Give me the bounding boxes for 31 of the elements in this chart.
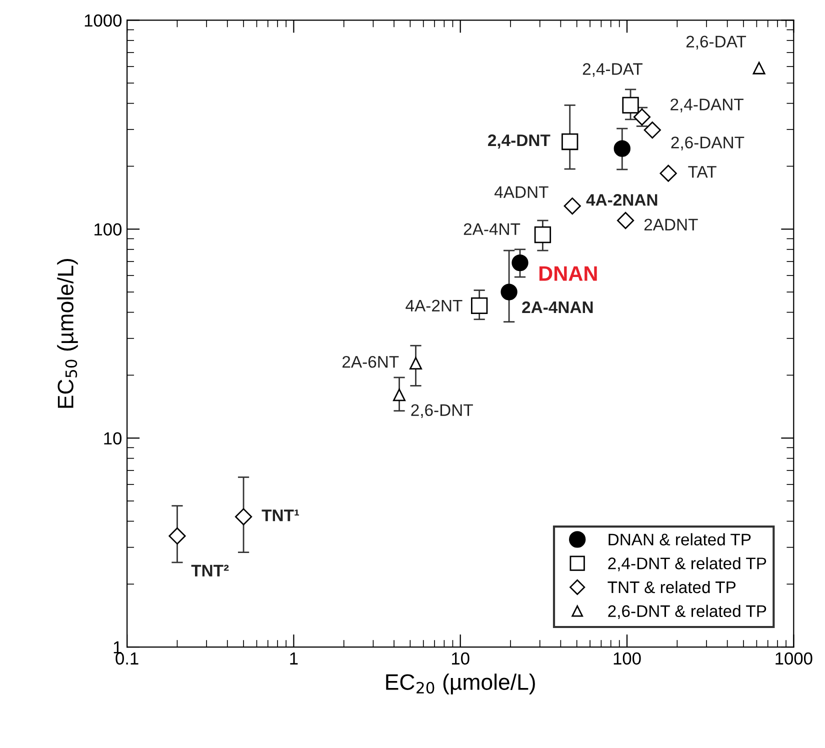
annotation: 2A-4NAN bbox=[522, 301, 593, 314]
x-axis-title: EC$_{20}$ (µmole/L) bbox=[386, 674, 535, 694]
annotation: 2,4-DAT bbox=[582, 63, 643, 77]
x-tick-label: 0.1 bbox=[116, 652, 138, 665]
y-axis-title: EC$_{50}$ (µmole/L) bbox=[57, 259, 78, 408]
x-tick-label: 1000 bbox=[776, 652, 812, 665]
annotation: 2,6-DANT bbox=[671, 136, 744, 150]
annotation: 2,6-DAT bbox=[686, 36, 746, 50]
annotation: TAT bbox=[688, 166, 716, 178]
annotation: 2,4-DANT bbox=[670, 98, 744, 112]
annotation: TNT¹ bbox=[262, 510, 300, 522]
x-tick-label: 100 bbox=[614, 652, 641, 665]
y-tick-label: 10 bbox=[104, 432, 122, 445]
annotation: 2ADNT bbox=[644, 218, 698, 230]
annotation: 2,4-DNT bbox=[488, 134, 550, 149]
annotation: 2A-6NT bbox=[342, 356, 399, 368]
x-tick-label: 10 bbox=[452, 652, 470, 665]
legend-label: 2,6-DNT & related TP bbox=[608, 604, 766, 620]
annotation: 4ADNT bbox=[494, 186, 548, 198]
legend-label: 2,4-DNT & related TP bbox=[608, 557, 766, 572]
annotation: TNT² bbox=[191, 564, 229, 576]
annotation: 4A-2NT bbox=[406, 300, 462, 312]
y-tick-label: 1000 bbox=[84, 14, 122, 27]
annotation: DNAN bbox=[539, 266, 597, 281]
legend-label: DNAN & related TP bbox=[608, 533, 751, 546]
annotation: 2A-4NT bbox=[464, 223, 520, 235]
annotation: 4A-2NAN bbox=[586, 194, 658, 206]
annotation: 2,6-DNT bbox=[411, 404, 473, 418]
legend-label: TNT & related TP bbox=[608, 580, 736, 594]
y-tick-label: 100 bbox=[94, 223, 122, 236]
x-tick-label: 1 bbox=[290, 652, 298, 664]
